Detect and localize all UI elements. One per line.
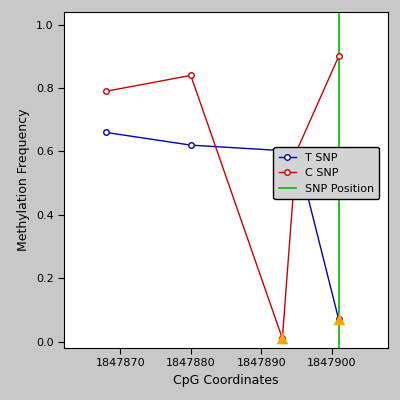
Point <box>279 335 286 342</box>
Point <box>336 316 342 323</box>
X-axis label: CpG Coordinates: CpG Coordinates <box>173 374 279 387</box>
Y-axis label: Methylation Frequency: Methylation Frequency <box>17 109 30 251</box>
Legend: T SNP, C SNP, SNP Position: T SNP, C SNP, SNP Position <box>274 147 379 199</box>
